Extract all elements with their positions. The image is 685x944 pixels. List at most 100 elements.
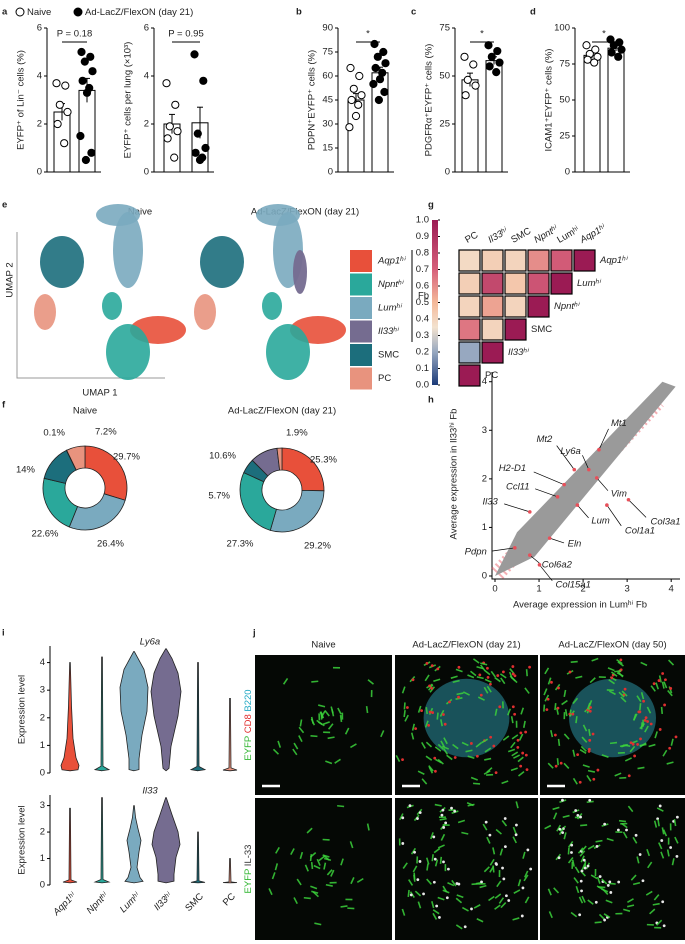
- micrograph-texture: [505, 894, 508, 898]
- micrograph-texture: [594, 900, 598, 904]
- micrograph-texture: [617, 671, 624, 678]
- group-label: Fb: [418, 291, 429, 302]
- micrograph-texture: [618, 691, 625, 698]
- micrograph-texture: [478, 673, 482, 677]
- micrograph-texture: [641, 879, 645, 883]
- micrograph-texture: [519, 764, 523, 768]
- y-tick-label: 90: [322, 23, 333, 34]
- legend-label: Npntʰⁱ: [378, 279, 404, 290]
- micrograph-texture: [587, 749, 591, 753]
- micrograph-texture: [484, 757, 492, 761]
- micrograph-texture: [442, 889, 450, 894]
- x-tick-label: 0: [492, 584, 497, 595]
- gene-label: Col3a1: [650, 516, 680, 527]
- micrograph-texture: [422, 892, 425, 896]
- heatmap-cell: [527, 295, 550, 318]
- micrograph-texture: [470, 776, 478, 781]
- micrograph-texture: [520, 707, 525, 715]
- micrograph-texture: [657, 819, 660, 827]
- panel-letter: j: [252, 628, 256, 639]
- micrograph-texture: [430, 686, 434, 690]
- micrograph-texture: [425, 741, 433, 748]
- micrograph-texture: [596, 885, 604, 891]
- micrograph-texture: [558, 828, 564, 835]
- micrograph-texture: [661, 900, 665, 904]
- micrograph-texture: [434, 769, 437, 773]
- leader-line: [582, 455, 590, 470]
- micrograph-texture: [510, 767, 518, 772]
- value-label: 22.6%: [32, 529, 59, 540]
- micrograph-texture: [669, 846, 673, 849]
- value-label: 25.3%: [310, 455, 337, 466]
- y-tick-label: 0: [37, 167, 42, 178]
- micrograph-texture: [619, 658, 623, 662]
- legend-swatch: [350, 344, 372, 366]
- y-axis-label: EYFP⁺ of Lin⁻ cells (%): [16, 50, 27, 150]
- micrograph-texture: [511, 734, 519, 740]
- heatmap-cell: [527, 272, 550, 295]
- micrograph-texture: [466, 802, 474, 807]
- micrograph-texture: [432, 835, 436, 839]
- micrograph-texture: [572, 749, 576, 757]
- micrograph-texture: [520, 914, 524, 918]
- legend-label: Aqp1ʰⁱ: [377, 256, 406, 267]
- colorbar-label: 0.8: [416, 248, 429, 259]
- gene-point: [626, 497, 631, 502]
- micrograph-texture: [622, 831, 628, 839]
- micrograph-texture: [547, 677, 552, 685]
- data-point: [487, 52, 496, 61]
- micrograph-texture: [570, 851, 573, 854]
- micrograph-texture: [522, 720, 526, 728]
- micrograph-texture: [632, 713, 637, 721]
- micrograph-texture: [662, 749, 668, 757]
- data-point: [80, 57, 89, 66]
- bar: [583, 54, 601, 173]
- row-label-part: B220: [243, 689, 254, 711]
- micrograph-texture: [627, 774, 631, 778]
- colorbar-label: 0.2: [416, 347, 429, 358]
- column-label: Npntʰⁱ: [532, 223, 560, 246]
- micrograph-texture: [664, 678, 667, 682]
- micrograph-texture: [401, 908, 406, 916]
- data-point: [55, 100, 64, 109]
- micrograph-texture: [313, 864, 321, 870]
- heatmap-cell: [458, 249, 481, 272]
- micrograph-texture: [489, 858, 495, 866]
- micrograph-texture: [318, 704, 326, 708]
- micrograph-texture: [629, 741, 633, 745]
- annotation: *: [602, 29, 606, 40]
- micrograph-texture: [494, 676, 501, 683]
- micrograph-texture: [544, 824, 552, 830]
- micrograph-texture: [661, 681, 665, 689]
- donut-slice: [66, 445, 86, 471]
- y-tick-label: 0: [40, 768, 45, 779]
- row-label-part: EYFP: [243, 736, 254, 761]
- donut-slice: [68, 493, 126, 531]
- data-point: [590, 58, 599, 67]
- annotation: *: [480, 29, 484, 40]
- micrograph-texture: [492, 847, 496, 855]
- micrograph-texture: [588, 709, 592, 713]
- y-tick-label: 75: [439, 23, 450, 34]
- micrograph-texture: [453, 756, 457, 759]
- micrograph-texture: [450, 806, 453, 810]
- micrograph-texture: [500, 901, 507, 909]
- data-point: [173, 127, 182, 136]
- micrograph-texture: [658, 675, 662, 683]
- micrograph-texture: [640, 661, 648, 667]
- micrograph: [540, 798, 685, 940]
- micrograph-texture: [337, 707, 342, 715]
- micrograph-texture: [666, 849, 670, 857]
- data-point: [460, 52, 469, 61]
- row-label-part: IL-33: [243, 845, 254, 867]
- micrograph-texture: [675, 815, 679, 819]
- micrograph-texture: [298, 726, 305, 734]
- column-title: Ad-LacZ/FlexON (day 21): [412, 640, 520, 651]
- micrograph-texture: [588, 728, 591, 737]
- micrograph-texture: [275, 846, 280, 854]
- colorbar-label: 0.3: [416, 330, 429, 341]
- micrograph-texture: [431, 901, 435, 909]
- data-point: [375, 75, 385, 84]
- data-point: [583, 55, 592, 64]
